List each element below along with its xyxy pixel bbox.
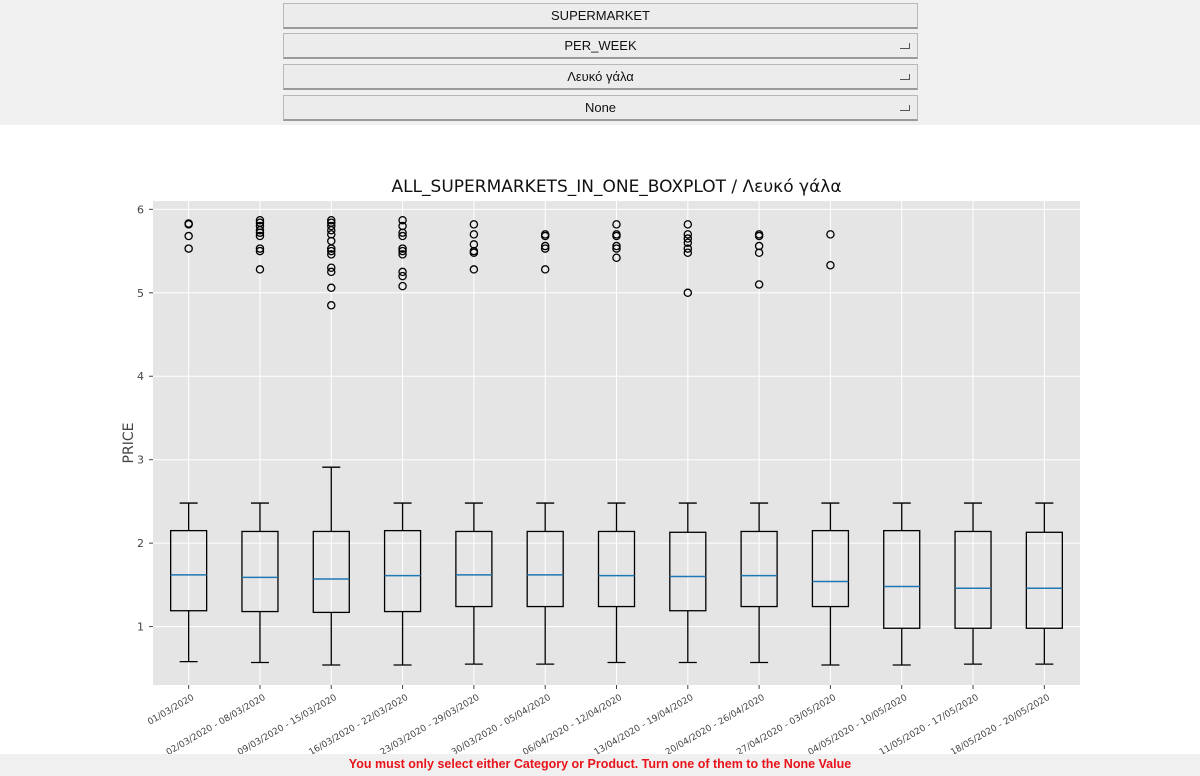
box-iqr — [811, 529, 850, 608]
outlier-point — [469, 220, 479, 229]
dropdown-indicator-icon — [900, 105, 910, 111]
outlier-point — [398, 228, 407, 237]
outlier-point — [540, 241, 550, 251]
outlier-point — [398, 250, 407, 259]
outlier-point — [540, 265, 550, 274]
outlier-point — [469, 230, 479, 239]
period-dropdown[interactable]: PER_WEEK — [283, 33, 918, 59]
top-controls-panel: SUPERMARKET PER_WEEK Λευκό γάλα None — [0, 0, 1200, 125]
outlier-point — [683, 244, 693, 253]
outlier-point — [327, 225, 336, 235]
y-tick-label: 5 — [137, 287, 144, 300]
supermarket-button-label: SUPERMARKET — [551, 8, 650, 23]
y-axis-label: PRICE — [121, 423, 137, 464]
outlier-point — [184, 220, 193, 229]
outlier-point — [612, 241, 621, 251]
outlier-point — [398, 231, 407, 241]
outlier-point — [255, 228, 265, 237]
outlier-point — [327, 244, 336, 253]
outlier-point — [327, 221, 336, 231]
box-iqr — [170, 529, 208, 612]
box-iqr — [312, 530, 350, 614]
outlier-point — [683, 234, 693, 243]
outlier-point — [683, 220, 693, 229]
box-iqr — [241, 530, 279, 613]
supermarket-button[interactable]: SUPERMARKET — [283, 3, 918, 29]
box-iqr — [455, 530, 493, 608]
outlier-point — [826, 230, 835, 239]
outlier-point — [398, 215, 407, 225]
outlier-point — [255, 215, 265, 225]
outlier-point — [826, 261, 835, 270]
box-iqr — [740, 530, 778, 608]
outlier-point — [327, 246, 336, 256]
product-dropdown-value: Λευκό γάλα — [567, 69, 634, 84]
box-iqr — [526, 530, 564, 608]
dropdown-indicator-icon — [900, 43, 910, 49]
category-dropdown-value: None — [584, 100, 617, 115]
box-iqr — [383, 529, 422, 613]
outlier-point — [255, 265, 265, 274]
y-tick-label: 2 — [137, 537, 144, 550]
outlier-point — [327, 301, 336, 310]
product-dropdown[interactable]: Λευκό γάλα — [283, 64, 918, 90]
y-tick-label: 3 — [137, 454, 144, 467]
outlier-point — [398, 271, 407, 281]
outlier-point — [327, 215, 336, 225]
chart-title: ALL_SUPERMARKETS_IN_ONE_BOXPLOT / Λευκό … — [391, 177, 841, 197]
x-tick-label: 01/03/2020 — [146, 693, 196, 728]
outlier-point — [327, 283, 336, 293]
outlier-point — [683, 230, 693, 239]
category-dropdown[interactable]: None — [283, 95, 918, 121]
box-iqr — [669, 531, 707, 612]
outlier-point — [327, 267, 336, 277]
outlier-point — [612, 220, 621, 229]
outlier-point — [255, 246, 265, 256]
outlier-point — [327, 250, 336, 259]
box-iqr — [597, 530, 636, 608]
y-tick-label: 6 — [137, 203, 144, 216]
outlier-point — [683, 288, 693, 298]
outlier-point — [754, 248, 764, 257]
box-iqr — [954, 530, 992, 629]
outlier-point — [184, 244, 193, 253]
outlier-point — [683, 238, 693, 247]
outlier-point — [327, 263, 336, 273]
outlier-point — [612, 244, 621, 253]
outlier-point — [184, 231, 193, 241]
outlier-point — [398, 267, 407, 277]
box-iqr — [883, 529, 921, 629]
outlier-point — [683, 248, 693, 257]
outlier-point — [398, 244, 407, 253]
outlier-point — [255, 225, 265, 235]
status-message: You must only select either Category or … — [348, 757, 852, 771]
outlier-point — [469, 265, 479, 274]
y-tick-label: 1 — [137, 621, 144, 634]
period-dropdown-value: PER_WEEK — [564, 38, 637, 53]
outlier-point — [754, 280, 764, 289]
status-bar — [0, 754, 1200, 776]
outlier-point — [612, 253, 621, 262]
y-tick-label: 4 — [137, 370, 144, 383]
outlier-point — [398, 246, 407, 256]
box-iqr — [1025, 531, 1063, 629]
outlier-point — [469, 248, 479, 257]
outlier-point — [612, 231, 621, 241]
outlier-point — [255, 244, 265, 253]
outlier-point — [754, 231, 764, 241]
outlier-point — [255, 231, 265, 241]
outlier-point — [398, 281, 407, 291]
outlier-point — [540, 231, 550, 241]
dropdown-indicator-icon — [900, 74, 910, 80]
outlier-point — [540, 244, 550, 253]
